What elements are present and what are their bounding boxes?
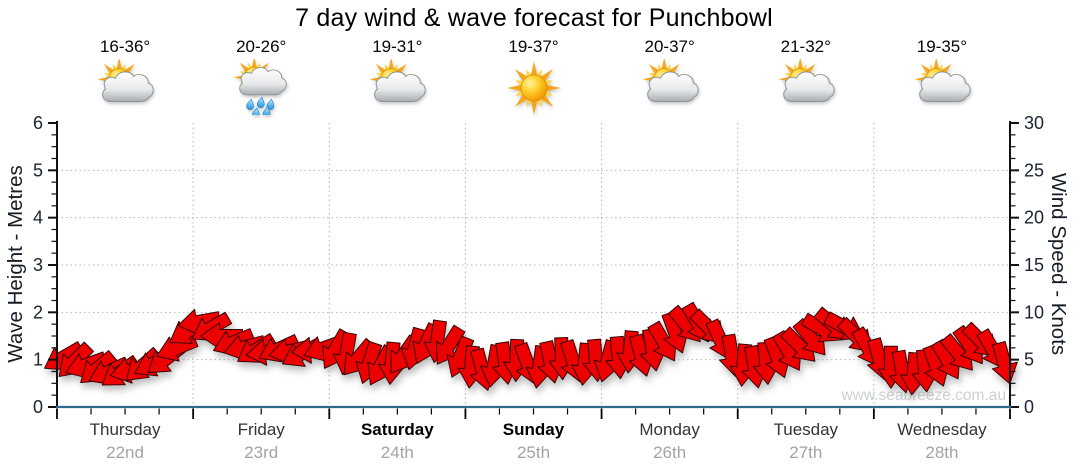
wave-height-tick-label: 5: [33, 160, 43, 180]
wind-speed-tick-label: 10: [1024, 302, 1044, 322]
wave-height-tick-label: 3: [33, 255, 43, 275]
day-temp-range: 21-32°: [780, 37, 831, 56]
day-name-label: Monday: [639, 420, 700, 439]
wave-height-tick-label: 6: [33, 113, 43, 133]
wind-arrow: [435, 324, 466, 365]
day-axis-label: Tuesday 27th: [731, 420, 881, 463]
day-axis-label: Sunday 25th: [459, 420, 609, 463]
day-temp-range: 19-37°: [508, 37, 559, 56]
wind-speed-tick-label: 20: [1024, 208, 1044, 228]
wave-height-axis-title: Wave Height - Metres: [4, 165, 27, 363]
day-temp-range: 20-37°: [644, 37, 695, 56]
day-name-label: Tuesday: [773, 420, 839, 439]
sunny-icon: [466, 59, 602, 120]
day-date-label: 24th: [380, 443, 414, 462]
day-date-label: 26th: [653, 443, 687, 462]
day-forecast-header: 20-26°: [193, 37, 329, 120]
sun-behind-cloud-icon: [329, 57, 465, 120]
day-axis-label: Wednesday 28th: [867, 420, 1017, 463]
day-axis-label: Friday 23rd: [186, 420, 336, 463]
day-date-label: 25th: [516, 443, 551, 462]
wind-speed-tick-label: 15: [1024, 255, 1044, 275]
day-name-label: Saturday: [360, 420, 434, 439]
day-date-label: 27th: [789, 443, 823, 462]
seabreeze-watermark: www.seabreeze.com.au: [840, 387, 1006, 404]
day-date-label: 22nd: [106, 443, 144, 462]
wind-arrow: [991, 341, 1018, 385]
wind-speed-tick-label: 30: [1024, 113, 1044, 133]
day-axis-label: Monday 26th: [595, 420, 745, 463]
day-forecast-header: 19-37°: [466, 37, 602, 120]
day-date-label: 23rd: [244, 443, 279, 462]
day-temp-range: 19-35°: [916, 37, 968, 56]
wind-speed-axis-title: Wind Speed - Knots: [1047, 172, 1070, 356]
day-temp-range: 20-26°: [236, 37, 287, 56]
wind-speed-tick-label: 5: [1024, 350, 1034, 370]
rain-shower-icon: [193, 56, 329, 120]
day-forecast-header: 16-36°: [57, 37, 193, 120]
day-date-label: 28th: [925, 443, 959, 462]
day-forecast-header: 21-32°: [738, 37, 874, 120]
day-name-label: Sunday: [502, 420, 565, 439]
wind-arrow-band: [44, 301, 1018, 396]
wave-height-tick-label: 2: [33, 302, 43, 322]
day-forecast-header: 19-31°: [329, 37, 465, 120]
day-temp-range: 19-31°: [372, 37, 423, 56]
day-forecast-header: 20-37°: [602, 37, 738, 120]
wind-speed-tick-label: 0: [1024, 397, 1034, 417]
day-axis-label: Saturday 24th: [322, 420, 472, 463]
chart-title: 7 day wind & wave forecast for Punchbowl: [295, 4, 773, 32]
sun-behind-cloud-icon: [874, 57, 1010, 120]
wave-height-tick-label: 1: [33, 350, 43, 370]
wind-speed-tick-label: 25: [1024, 160, 1044, 180]
wave-height-tick-label: 0: [33, 397, 43, 417]
wind-arrow: [792, 318, 826, 356]
day-name-label: Thursday: [89, 420, 161, 439]
day-temp-range: 16-36°: [99, 37, 151, 56]
day-forecast-header: 19-35°: [874, 37, 1010, 120]
day-name-label: Wednesday: [897, 420, 987, 439]
sun-behind-cloud-icon: [602, 57, 738, 120]
sun-behind-cloud-icon: [738, 57, 874, 120]
wave-height-tick-label: 4: [33, 208, 43, 228]
day-axis-label: Thursday 22nd: [50, 420, 200, 463]
sun-behind-cloud-icon: [57, 57, 193, 120]
day-name-label: Friday: [237, 420, 285, 439]
